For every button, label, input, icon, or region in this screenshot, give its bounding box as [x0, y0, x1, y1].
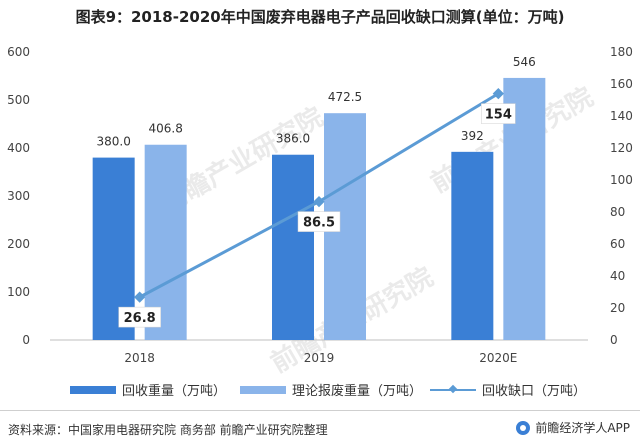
legend-label-theory: 理论报废重量（万吨） — [292, 384, 423, 399]
line-label-box — [481, 103, 516, 124]
legend-label-gap: 回收缺口（万吨） — [482, 384, 587, 399]
y-left-tick-label: 100 — [7, 285, 30, 299]
y-left-tick-label: 600 — [7, 45, 30, 59]
y-right-tick-label: 40 — [610, 269, 625, 283]
footer: 资料来源：中国家用电器研究院 商务部 前瞻产业研究院整理 前瞻经济学人APP — [0, 410, 640, 447]
line-data-label: 154 — [485, 108, 512, 123]
line-data-label: 26.8 — [124, 311, 156, 326]
y-right-tick-label: 0 — [610, 333, 618, 347]
bar-recycle — [451, 151, 494, 340]
y-right-tick-label: 80 — [610, 205, 625, 219]
legend-item-theory: 理论报废重量（万吨） — [240, 380, 422, 399]
chart-title: 图表9：2018-2020年中国废弃电器电子产品回收缺口测算(单位：万吨) — [75, 8, 565, 26]
y-right-tick-label: 100 — [610, 173, 633, 187]
legend-swatch-theory — [240, 385, 286, 394]
bar-data-label: 392 — [461, 129, 484, 143]
legend-item-recycle: 回收重量（万吨） — [70, 380, 226, 399]
y-right-tick-label: 160 — [610, 77, 633, 91]
bar-recycle — [272, 154, 314, 340]
brand: 前瞻经济学人APP — [516, 419, 630, 436]
legend-item-gap: 回收缺口（万吨） — [430, 380, 586, 399]
y-left-tick-label: 300 — [7, 189, 30, 203]
x-tick-label: 2020E — [479, 351, 517, 365]
y-left-tick-label: 0 — [22, 333, 30, 347]
bar-data-label: 380.0 — [96, 135, 130, 149]
y-right-tick-label: 140 — [610, 109, 633, 123]
source-text: 资料来源：中国家用电器研究院 商务部 前瞻产业研究院整理 — [8, 423, 328, 437]
x-tick-label: 2019 — [304, 351, 335, 365]
chart-area: 0 100 200 300 400 500 600 0 20 40 60 80 100 120 140 160… — [0, 40, 640, 370]
y-right-tick-label: 180 — [610, 45, 633, 59]
y-left-tick-label: 500 — [7, 93, 30, 107]
legend: 回收重量（万吨） 理论报废重量（万吨） 回收缺口（万吨） — [0, 380, 640, 400]
bar-data-label: 406.8 — [148, 122, 182, 136]
brand-logo-icon — [516, 420, 531, 435]
line-point-gap — [134, 291, 146, 303]
bar-data-label: 386.0 — [276, 132, 310, 146]
bar-data-label: 546 — [513, 55, 536, 69]
y-right-tick-label: 60 — [610, 237, 625, 251]
chart-svg: 0 100 200 300 400 500 600 0 20 40 60 80 100 120 140 160… — [7, 45, 633, 365]
bar-data-label: 472.5 — [328, 90, 362, 104]
line-label-box — [297, 211, 341, 232]
x-tick-label: 2018 — [124, 351, 155, 365]
y-left-tick-label: 400 — [7, 141, 30, 155]
y-right-tick-label: 120 — [610, 141, 633, 155]
legend-swatch-recycle — [70, 385, 116, 394]
legend-swatch-gap — [430, 385, 476, 395]
line-gap — [138, 92, 500, 299]
y-right-tick-label: 20 — [610, 301, 625, 315]
y-left-tick-label: 200 — [7, 237, 30, 251]
legend-label-recycle: 回收重量（万吨） — [122, 384, 227, 399]
line-label-box — [118, 306, 161, 328]
line-data-label: 86.5 — [303, 216, 335, 231]
line-point-gap — [313, 195, 325, 208]
brand-text: 前瞻经济学人APP — [535, 421, 630, 435]
